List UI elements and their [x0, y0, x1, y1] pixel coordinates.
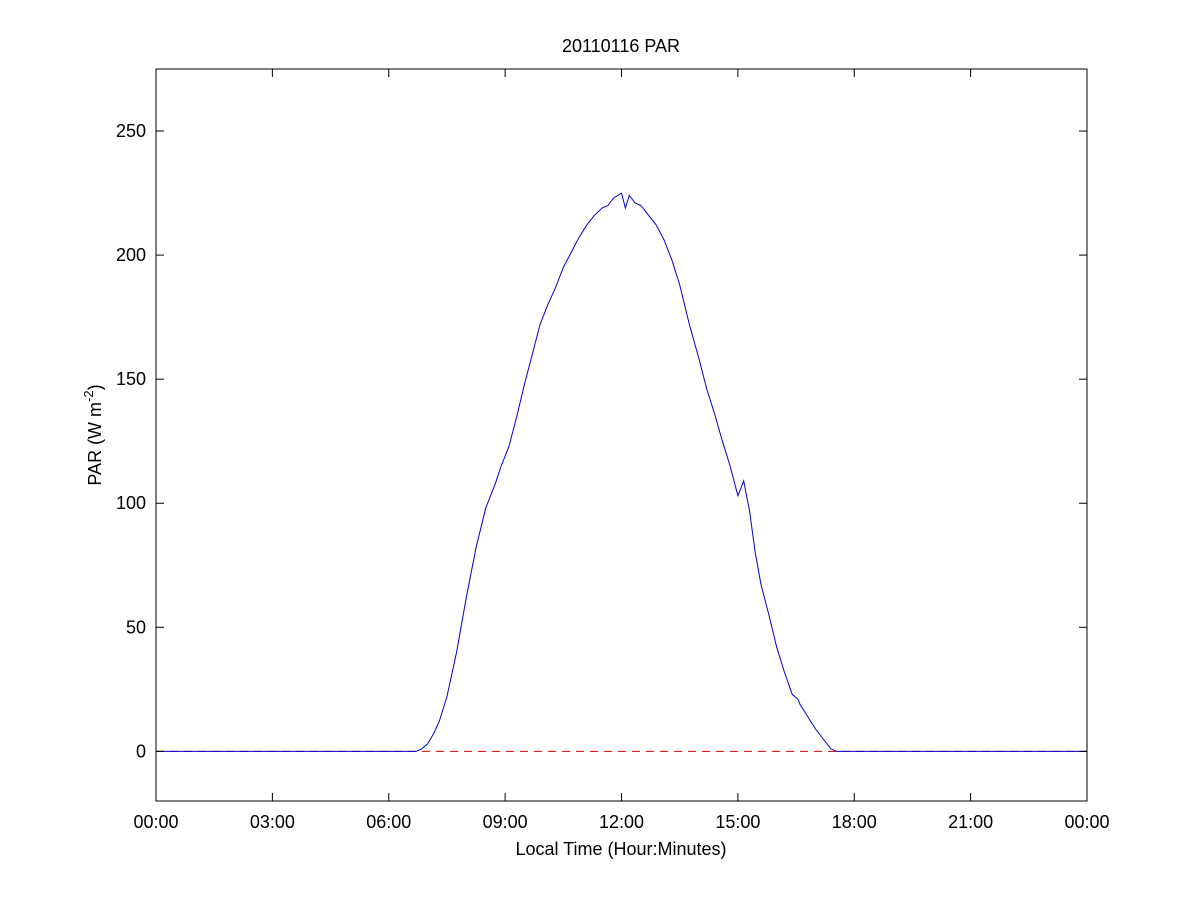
plot-area: 00:00 03:00 06:00 09:00 12:00 15:00 18:00 21:00… [116, 68, 1110, 832]
y-tick-label: 200 [116, 245, 146, 265]
x-tick-label: 09:00 [483, 812, 528, 832]
x-axis-label: Local Time (Hour:Minutes) [515, 839, 726, 859]
y-tick-label: 50 [126, 617, 146, 637]
x-tick-label: 03:00 [250, 812, 295, 832]
chart-title: 20110116 PAR [562, 36, 680, 56]
x-tick-label: 18:00 [832, 812, 877, 832]
x-axis-ticks: 00:00 03:00 06:00 09:00 12:00 15:00 18:00 21:00… [133, 69, 1110, 832]
series-layer [156, 192, 1087, 752]
y-tick-label: 100 [116, 493, 146, 513]
x-tick-label: 00:00 [1064, 812, 1109, 832]
x-tick-label: 06:00 [366, 812, 411, 832]
y-tick-label: 0 [136, 741, 146, 761]
x-tick-label: 15:00 [715, 812, 760, 832]
y-axis-label-superscript: -2 [81, 390, 96, 402]
y-axis-label-main: PAR (W m [85, 402, 105, 486]
y-axis-label-close: ) [85, 384, 105, 390]
x-tick-label: 21:00 [948, 812, 993, 832]
y-axis-ticks: 0 50 100 150 200 250 [116, 121, 1087, 761]
x-tick-label: 12:00 [599, 812, 644, 832]
y-axis-label: PAR (W m-2) [81, 384, 105, 485]
par-series-line [156, 192, 1087, 752]
y-tick-label: 150 [116, 369, 146, 389]
x-tick-label: 00:00 [133, 812, 178, 832]
y-tick-label: 250 [116, 121, 146, 141]
